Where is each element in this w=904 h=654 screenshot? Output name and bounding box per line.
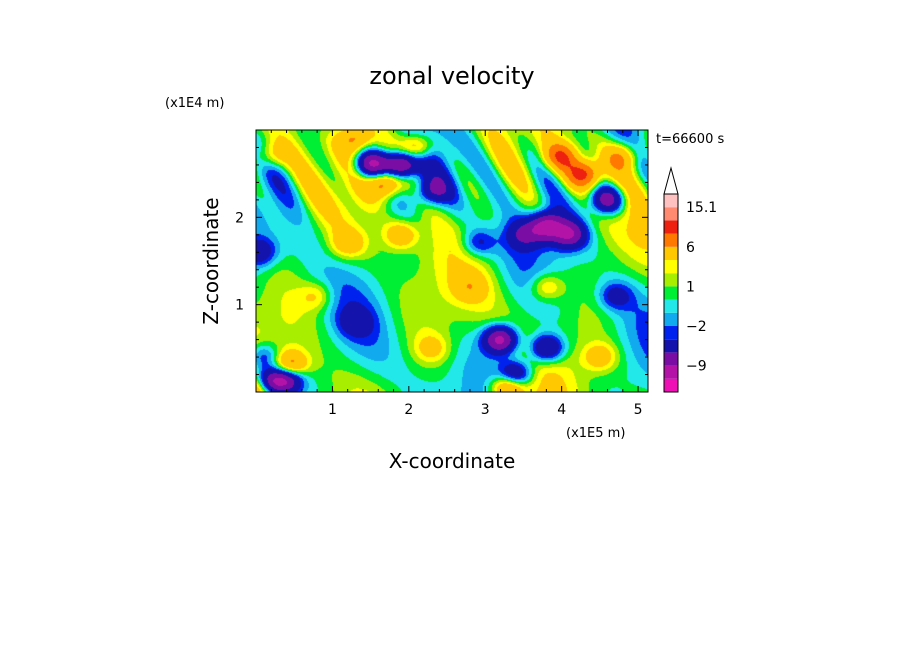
colorbar-label-3: 1: [686, 279, 695, 295]
colorbar-segment-10: [664, 260, 678, 274]
y-axis-label: Z-coordinate: [199, 197, 223, 324]
colorbar-label-1: 15.1: [686, 200, 717, 216]
colorbar-segment-11: [664, 246, 678, 260]
colorbar-over-arrow: [663, 166, 679, 195]
colorbar-segment-8: [664, 286, 678, 300]
colorbar-segment-15: [664, 194, 678, 208]
colorbar-segment-7: [664, 299, 678, 313]
colorbar-label-2: 6: [686, 240, 695, 256]
x-tick-label-1: 1: [328, 402, 337, 418]
colorbar-segment-9: [664, 273, 678, 287]
chart-title: zonal velocity: [369, 62, 534, 90]
colorbar-segment-2: [664, 365, 678, 379]
colorbar-segment-5: [664, 326, 678, 340]
x-axis-ticks: 1 2 3 4 5: [270, 130, 643, 418]
x-axis-unit: (x1E5 m): [566, 426, 625, 441]
contour-field-image: [256, 130, 648, 392]
y-tick-label-1: 1: [235, 298, 244, 314]
colorbar: 15.1 6 1 −2 −9: [663, 166, 717, 393]
colorbar-segment-6: [664, 312, 678, 326]
x-tick-label-5: 5: [634, 402, 643, 418]
colorbar-segment-3: [664, 352, 678, 366]
y-tick-label-2: 2: [235, 210, 244, 226]
contour-field: [256, 130, 648, 392]
colorbar-label-4: −2: [686, 319, 707, 335]
y-axis-ticks: 12: [235, 146, 648, 376]
x-tick-label-2: 2: [404, 402, 413, 418]
colorbar-segment-1: [664, 378, 678, 392]
x-tick-label-4: 4: [557, 402, 566, 418]
time-label: t=66600 s: [656, 132, 724, 147]
colorbar-label-5: −9: [686, 359, 707, 375]
colorbar-segment-14: [664, 207, 678, 221]
x-tick-label-3: 3: [481, 402, 490, 418]
x-axis-label: X-coordinate: [389, 449, 516, 473]
colorbar-segment-13: [664, 220, 678, 234]
colorbar-segment-4: [664, 339, 678, 353]
colorbar-segment-12: [664, 233, 678, 247]
y-axis-unit: (x1E4 m): [165, 96, 224, 111]
plot-frame: [255, 129, 649, 393]
colorbar-frame: [663, 193, 679, 393]
